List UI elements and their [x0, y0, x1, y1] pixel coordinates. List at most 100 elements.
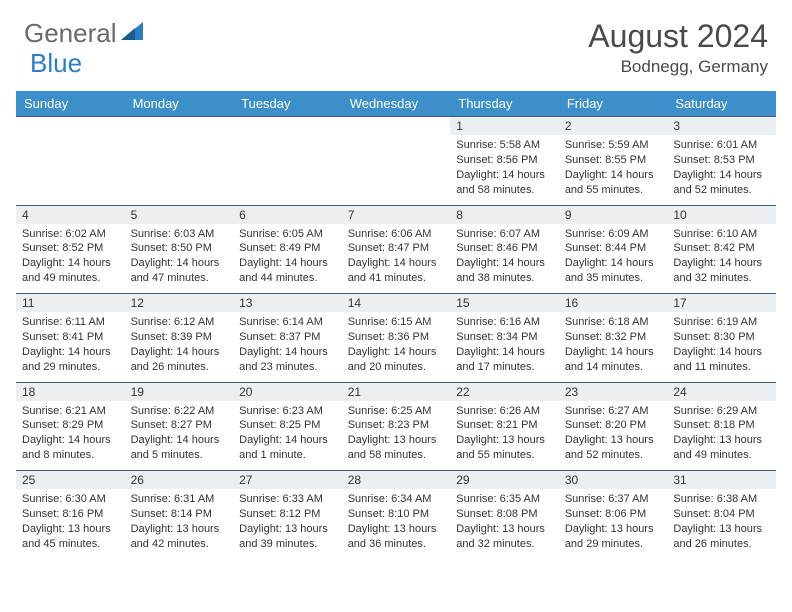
sunset-line: Sunset: 8:36 PM	[348, 330, 445, 345]
title-block: August 2024 Bodnegg, Germany	[588, 18, 768, 77]
day-number-cell: 5	[125, 205, 234, 224]
day-content-cell: Sunrise: 6:02 AMSunset: 8:52 PMDaylight:…	[16, 224, 125, 294]
day-number-cell: 21	[342, 382, 451, 401]
triangle-icon	[121, 22, 143, 45]
daylight-line: Daylight: 13 hours and 39 minutes.	[239, 522, 336, 552]
daylight-line: Daylight: 14 hours and 44 minutes.	[239, 256, 336, 286]
sunset-line: Sunset: 8:10 PM	[348, 507, 445, 522]
day-number-cell: 29	[450, 471, 559, 490]
sunset-line: Sunset: 8:23 PM	[348, 418, 445, 433]
sunset-line: Sunset: 8:16 PM	[22, 507, 119, 522]
day-content-cell: Sunrise: 6:10 AMSunset: 8:42 PMDaylight:…	[667, 224, 776, 294]
daylight-line: Daylight: 14 hours and 20 minutes.	[348, 345, 445, 375]
day-content-cell: Sunrise: 6:26 AMSunset: 8:21 PMDaylight:…	[450, 401, 559, 471]
day-number-cell: 6	[233, 205, 342, 224]
daylight-line: Daylight: 13 hours and 49 minutes.	[673, 433, 770, 463]
sunset-line: Sunset: 8:52 PM	[22, 241, 119, 256]
sunrise-line: Sunrise: 6:02 AM	[22, 227, 119, 242]
day-number-cell: 11	[16, 294, 125, 313]
sunrise-line: Sunrise: 6:26 AM	[456, 404, 553, 419]
daylight-line: Daylight: 13 hours and 32 minutes.	[456, 522, 553, 552]
sunrise-line: Sunrise: 6:27 AM	[565, 404, 662, 419]
daylight-line: Daylight: 13 hours and 36 minutes.	[348, 522, 445, 552]
weekday-header: Wednesday	[342, 91, 451, 117]
day-number-cell: 18	[16, 382, 125, 401]
sunrise-line: Sunrise: 6:21 AM	[22, 404, 119, 419]
sunrise-line: Sunrise: 6:23 AM	[239, 404, 336, 419]
day-number-cell: 1	[450, 117, 559, 136]
sunrise-line: Sunrise: 5:59 AM	[565, 138, 662, 153]
sunset-line: Sunset: 8:21 PM	[456, 418, 553, 433]
sunset-line: Sunset: 8:53 PM	[673, 153, 770, 168]
sunset-line: Sunset: 8:50 PM	[131, 241, 228, 256]
day-content-cell	[233, 135, 342, 205]
daylight-line: Daylight: 13 hours and 52 minutes.	[565, 433, 662, 463]
day-number-cell: 14	[342, 294, 451, 313]
sunset-line: Sunset: 8:32 PM	[565, 330, 662, 345]
sunset-line: Sunset: 8:12 PM	[239, 507, 336, 522]
day-number-cell: 4	[16, 205, 125, 224]
day-content-cell	[125, 135, 234, 205]
logo-text-general: General	[24, 18, 117, 49]
day-number-cell: 24	[667, 382, 776, 401]
sunset-line: Sunset: 8:49 PM	[239, 241, 336, 256]
day-number-cell: 2	[559, 117, 668, 136]
sunset-line: Sunset: 8:04 PM	[673, 507, 770, 522]
daylight-line: Daylight: 14 hours and 41 minutes.	[348, 256, 445, 286]
sunset-line: Sunset: 8:29 PM	[22, 418, 119, 433]
daylight-line: Daylight: 14 hours and 14 minutes.	[565, 345, 662, 375]
day-content-cell: Sunrise: 6:09 AMSunset: 8:44 PMDaylight:…	[559, 224, 668, 294]
sunrise-line: Sunrise: 6:35 AM	[456, 492, 553, 507]
sunset-line: Sunset: 8:34 PM	[456, 330, 553, 345]
day-number-cell: 26	[125, 471, 234, 490]
day-content-cell: Sunrise: 6:03 AMSunset: 8:50 PMDaylight:…	[125, 224, 234, 294]
daylight-line: Daylight: 13 hours and 29 minutes.	[565, 522, 662, 552]
day-content-cell: Sunrise: 6:07 AMSunset: 8:46 PMDaylight:…	[450, 224, 559, 294]
logo-sub: Blue	[30, 48, 82, 79]
logo-text-blue: Blue	[30, 48, 82, 78]
sunset-line: Sunset: 8:20 PM	[565, 418, 662, 433]
day-number-cell: 3	[667, 117, 776, 136]
day-number-cell: 27	[233, 471, 342, 490]
sunrise-line: Sunrise: 6:10 AM	[673, 227, 770, 242]
day-content-cell: Sunrise: 6:01 AMSunset: 8:53 PMDaylight:…	[667, 135, 776, 205]
sunrise-line: Sunrise: 6:34 AM	[348, 492, 445, 507]
sunset-line: Sunset: 8:56 PM	[456, 153, 553, 168]
day-content-cell: Sunrise: 6:11 AMSunset: 8:41 PMDaylight:…	[16, 312, 125, 382]
day-content-cell	[342, 135, 451, 205]
weekday-header-row: SundayMondayTuesdayWednesdayThursdayFrid…	[16, 91, 776, 117]
sunrise-line: Sunrise: 6:05 AM	[239, 227, 336, 242]
sunrise-line: Sunrise: 6:16 AM	[456, 315, 553, 330]
day-content-cell: Sunrise: 6:38 AMSunset: 8:04 PMDaylight:…	[667, 489, 776, 559]
sunrise-line: Sunrise: 5:58 AM	[456, 138, 553, 153]
daylight-line: Daylight: 14 hours and 1 minute.	[239, 433, 336, 463]
sunrise-line: Sunrise: 6:15 AM	[348, 315, 445, 330]
daylight-line: Daylight: 14 hours and 17 minutes.	[456, 345, 553, 375]
daylight-line: Daylight: 13 hours and 55 minutes.	[456, 433, 553, 463]
day-number-cell: 9	[559, 205, 668, 224]
sunrise-line: Sunrise: 6:25 AM	[348, 404, 445, 419]
day-content-cell: Sunrise: 6:18 AMSunset: 8:32 PMDaylight:…	[559, 312, 668, 382]
calendar-body: 123Sunrise: 5:58 AMSunset: 8:56 PMDaylig…	[16, 117, 776, 560]
sunrise-line: Sunrise: 6:14 AM	[239, 315, 336, 330]
sunrise-line: Sunrise: 6:12 AM	[131, 315, 228, 330]
day-content-cell: Sunrise: 6:33 AMSunset: 8:12 PMDaylight:…	[233, 489, 342, 559]
sunrise-line: Sunrise: 6:11 AM	[22, 315, 119, 330]
day-content-cell: Sunrise: 6:22 AMSunset: 8:27 PMDaylight:…	[125, 401, 234, 471]
sunset-line: Sunset: 8:42 PM	[673, 241, 770, 256]
day-number-cell: 19	[125, 382, 234, 401]
sunset-line: Sunset: 8:18 PM	[673, 418, 770, 433]
day-number-cell: 13	[233, 294, 342, 313]
daylight-line: Daylight: 14 hours and 8 minutes.	[22, 433, 119, 463]
sunset-line: Sunset: 8:47 PM	[348, 241, 445, 256]
day-number-cell: 31	[667, 471, 776, 490]
day-number-cell: 23	[559, 382, 668, 401]
daylight-line: Daylight: 14 hours and 26 minutes.	[131, 345, 228, 375]
day-content-cell: Sunrise: 6:19 AMSunset: 8:30 PMDaylight:…	[667, 312, 776, 382]
day-content-cell: Sunrise: 5:58 AMSunset: 8:56 PMDaylight:…	[450, 135, 559, 205]
day-content-cell: Sunrise: 5:59 AMSunset: 8:55 PMDaylight:…	[559, 135, 668, 205]
day-number-cell	[233, 117, 342, 136]
day-number-cell: 7	[342, 205, 451, 224]
day-content-cell: Sunrise: 6:06 AMSunset: 8:47 PMDaylight:…	[342, 224, 451, 294]
sunrise-line: Sunrise: 6:33 AM	[239, 492, 336, 507]
